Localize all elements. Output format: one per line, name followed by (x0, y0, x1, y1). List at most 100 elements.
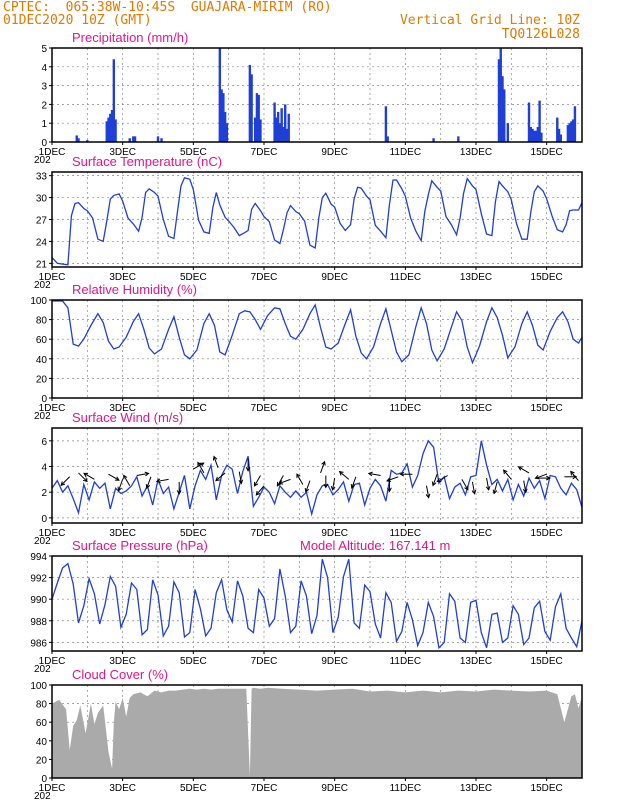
wind-ytick-label: 4 (41, 463, 47, 474)
wind-arrow-shaft (339, 471, 350, 480)
wind-arrow-shaft (238, 471, 242, 484)
wind-arrow-shaft (426, 485, 430, 498)
wind-arrow-shaft (320, 461, 326, 474)
precipitation-bar (282, 126, 285, 142)
wind-arrow-head (123, 474, 128, 480)
precipitation-bar (527, 102, 531, 142)
wind-arrow-shaft (535, 473, 547, 479)
precipitation-xtick-label: 13DEC (460, 147, 492, 158)
wind-xtick-label: 15DEC (531, 528, 563, 539)
precipitation-xtick-label: 11DEC (390, 147, 422, 158)
pressure-ytick-label: 986 (30, 638, 47, 649)
temperature-ytick-label: 33 (36, 172, 48, 183)
wind-arrow-shaft (432, 474, 438, 486)
precipitation-bar (384, 106, 388, 142)
precipitation-ytick-label: 2 (41, 100, 47, 111)
wind-arrow-shaft (254, 475, 261, 487)
humidity-ytick-label: 20 (36, 374, 48, 385)
humidity-ytick-label: 80 (36, 316, 48, 327)
wind-arrow-shaft (523, 480, 527, 493)
temperature-xtick-label: 15DEC (531, 272, 563, 283)
precipitation-ytick-label: 0 (41, 138, 47, 149)
precipitation-xtick-label: 9DEC (321, 147, 348, 158)
wind-arrow-shaft (461, 479, 469, 490)
temperature-frame (51, 171, 583, 268)
temperature-xtick-label: 5DEC (180, 272, 207, 283)
wind-arrow-head (117, 486, 122, 492)
wind-xtick-label: 7DEC (251, 528, 278, 539)
wind-arrow-head (82, 477, 88, 483)
precipitation-bar (503, 89, 506, 142)
pressure-ytick-label: 994 (30, 552, 47, 563)
wind-arrow-head (436, 477, 442, 483)
precipitation-bar (218, 48, 222, 142)
wind-arrow-head (276, 481, 282, 487)
wind-arrow-head (304, 487, 310, 493)
pressure-xtick-label: 11DEC (390, 656, 422, 667)
precipitation-bar (255, 93, 259, 142)
wind-arrow-head (278, 480, 284, 485)
temperature-xtick-label: 13DEC (460, 272, 492, 283)
precipitation-bar (568, 123, 571, 142)
precipitation-bar (499, 48, 502, 142)
cloud-cover-ytick-label: 60 (36, 718, 48, 729)
cloud-cover-xtick-label: 5DEC (180, 783, 207, 794)
precipitation-bar (253, 117, 257, 142)
wind-arrow-shaft (83, 472, 95, 480)
temperature-xtick-label: 11DEC (390, 272, 422, 283)
precipitation-bar (132, 136, 135, 142)
precipitation-bar (284, 104, 287, 142)
precipitation-year-fragment: 202 (34, 155, 51, 166)
wind-title: Surface Wind (m/s) (72, 410, 183, 425)
wind-arrow-head (330, 485, 336, 491)
precipitation-bar (259, 119, 262, 142)
wind-arrow-head (492, 489, 498, 495)
humidity-ytick-label: 60 (36, 335, 48, 346)
precipitation-bar (501, 76, 504, 142)
cloud-cover-xtick-label: 9DEC (321, 783, 348, 794)
precipitation-bar (110, 110, 114, 142)
cloud-cover-ytick-label: 80 (36, 700, 48, 711)
precipitation-bar (278, 123, 282, 142)
precipitation-bar (107, 117, 110, 142)
precipitation-bar (556, 117, 559, 142)
wind-arrow-head (245, 467, 251, 472)
pressure-frame (51, 555, 583, 652)
precipitation-title: Precipitation (mm/h) (72, 30, 188, 45)
precipitation-ytick-label: 3 (41, 82, 47, 93)
humidity-ytick-label: 0 (41, 394, 47, 405)
precipitation-bar (536, 126, 540, 142)
wind-arrow-head (197, 461, 202, 467)
precipitation-bar (248, 64, 252, 142)
wind-arrow-shaft (368, 472, 381, 476)
pressure-ytick-label: 990 (30, 595, 47, 606)
precipitation-bar (114, 119, 117, 142)
temperature-xtick-label: 1DEC (39, 272, 66, 283)
wind-arrow-shaft (570, 471, 579, 481)
precipitation-bar (133, 136, 137, 142)
humidity-title: Relative Humidity (%) (72, 282, 197, 297)
precipitation-ytick-label: 5 (41, 44, 47, 55)
wind-arrow-shaft (437, 475, 448, 482)
precipitation-bar (86, 140, 89, 142)
wind-xtick-label: 3DEC (109, 528, 136, 539)
precipitation-bar (250, 74, 253, 142)
wind-arrow-head (338, 470, 344, 476)
wind-arrow-shaft (503, 469, 512, 480)
wind-arrow-head (425, 493, 431, 499)
cloud-cover-frame (51, 684, 583, 779)
pressure-xtick-label: 13DEC (460, 656, 492, 667)
header-station-line: CPTEC: 065:38W-10:45S GUAJARA-MIRIM (RO) (3, 0, 332, 15)
precipitation-bar (386, 136, 389, 142)
precipitation-bar (538, 100, 541, 142)
wind-arrow-head (570, 470, 575, 476)
temperature-series-line (52, 177, 582, 266)
wind-arrow-head (350, 484, 356, 490)
precipitation-bar (223, 111, 227, 142)
wind-year-fragment: 202 (34, 536, 51, 547)
precipitation-bar (77, 138, 80, 142)
wind-xtick-label: 1DEC (39, 528, 66, 539)
precipitation-bar (273, 102, 276, 142)
wind-arrow-shaft (255, 485, 265, 496)
